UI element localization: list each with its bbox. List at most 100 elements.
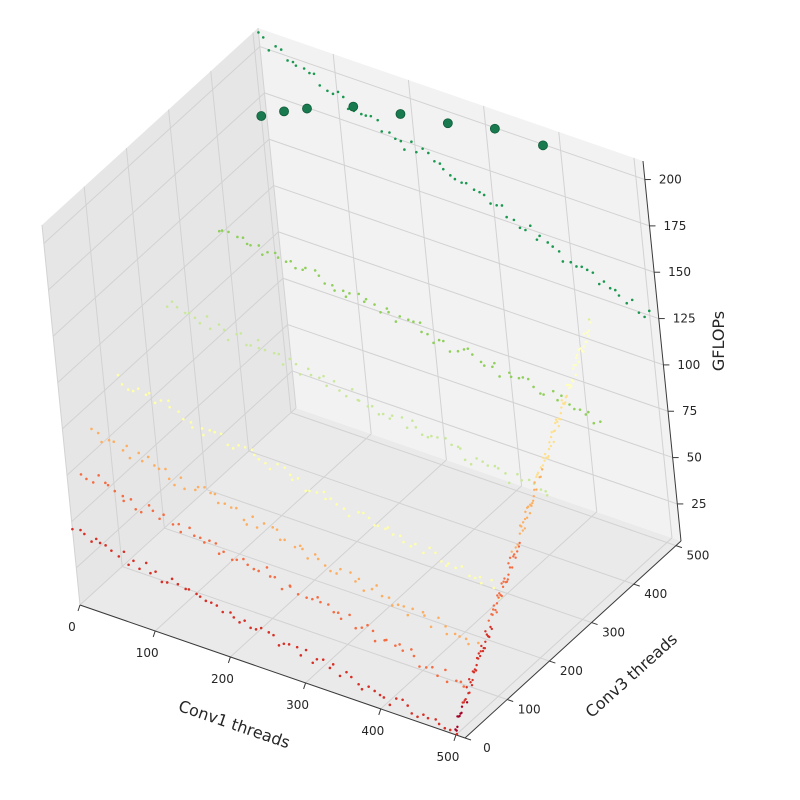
data-point [267, 631, 271, 634]
data-point [121, 449, 125, 452]
data-point [261, 36, 265, 39]
data-point [587, 318, 591, 321]
data-point [400, 416, 404, 419]
data-point [494, 608, 497, 612]
data-point [245, 343, 248, 347]
data-point [568, 403, 571, 406]
data-point [203, 485, 206, 489]
data-point [543, 459, 546, 462]
data-point [507, 573, 510, 576]
data-point [113, 489, 117, 493]
data-point [349, 571, 352, 574]
data-point [268, 575, 272, 578]
data-point [342, 507, 346, 511]
data-point [464, 637, 468, 641]
y-tick-label: 300 [602, 626, 625, 640]
data-point [350, 675, 353, 679]
data-point [333, 289, 336, 292]
data-point [527, 478, 531, 482]
data-point [552, 440, 555, 444]
data-point [153, 401, 157, 405]
data-point [470, 683, 474, 687]
data-point [460, 565, 464, 568]
y-axis-label: Conv3 threads [582, 629, 681, 721]
data-point [478, 190, 481, 194]
data-point [198, 595, 202, 598]
data-point [421, 610, 425, 614]
data-point [379, 310, 382, 314]
z-tick-labels: 25 50 75 100 125 150 175 200 [644, 173, 707, 511]
data-point [296, 477, 300, 480]
data-point [104, 544, 107, 547]
data-point [198, 321, 202, 325]
data-point [222, 550, 225, 554]
data-point [557, 424, 561, 428]
data-point [97, 474, 100, 477]
data-point [173, 483, 176, 487]
data-point [501, 585, 505, 589]
data-point [500, 594, 503, 598]
x-tick-label: 300 [286, 698, 309, 712]
data-point [139, 510, 143, 514]
x-grid-floor [154, 433, 372, 632]
data-point [376, 524, 380, 528]
data-point [181, 417, 185, 421]
data-point [283, 466, 287, 469]
data-point [412, 320, 415, 324]
y-tick-labels: 0 100 200 300 400 500 [464, 545, 709, 755]
data-point [545, 493, 549, 497]
data-point [551, 389, 555, 393]
data-point [171, 523, 175, 526]
data-point [402, 605, 406, 608]
data-point [100, 440, 103, 444]
data-point [126, 388, 130, 391]
data-point [221, 610, 225, 614]
data-point [323, 564, 327, 567]
data-point [384, 638, 388, 642]
data-point [523, 527, 527, 530]
data-point [209, 601, 213, 604]
data-point [350, 387, 354, 391]
data-point [386, 526, 390, 529]
z-grid-back [268, 138, 655, 273]
data-point [305, 596, 308, 599]
data-point [137, 451, 141, 455]
data-point [293, 545, 297, 549]
z-tick-label: 175 [663, 219, 686, 233]
data-point [490, 627, 493, 631]
data-point [257, 457, 261, 461]
x-tick-mark [378, 708, 382, 716]
data-point [331, 92, 335, 96]
data-point [179, 476, 183, 479]
data-point [282, 642, 286, 646]
data-point [557, 250, 561, 253]
data-point [338, 389, 341, 392]
data-point [229, 506, 233, 509]
data-point [447, 562, 450, 565]
data-point [366, 405, 370, 408]
data-point [536, 471, 540, 475]
data-point [526, 377, 530, 381]
data-point [574, 373, 578, 377]
data-point [192, 534, 196, 537]
data-point [373, 639, 377, 643]
data-point [235, 558, 239, 562]
data-point [362, 511, 365, 515]
data-point [388, 417, 392, 420]
data-point [418, 665, 421, 668]
y-tick-mark [591, 622, 598, 626]
data-point [112, 440, 116, 444]
data-point [414, 542, 417, 546]
data-point [565, 394, 569, 398]
data-point [550, 431, 553, 434]
data-point [630, 298, 634, 302]
data-point [426, 332, 429, 336]
data-point [516, 550, 519, 553]
data-point [538, 234, 541, 238]
z-tick-label: 75 [682, 404, 697, 418]
z-grid-back [273, 185, 659, 320]
data-point [341, 95, 345, 99]
data-point [132, 559, 135, 563]
data-point [398, 315, 402, 318]
data-point [535, 475, 538, 479]
